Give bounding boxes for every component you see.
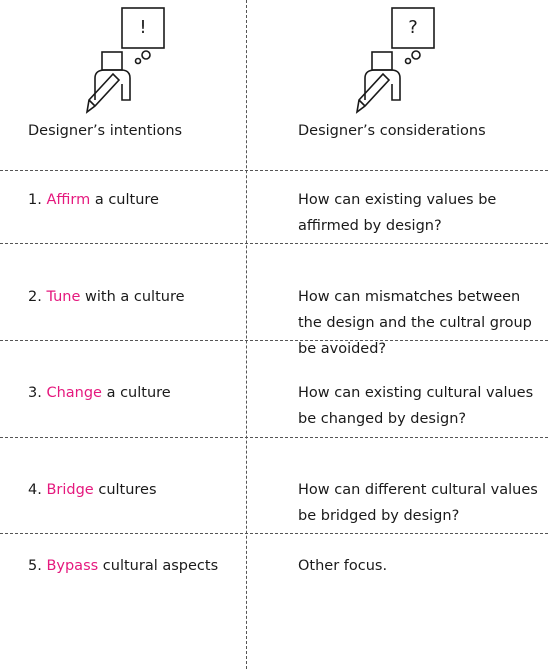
row-divider bbox=[0, 340, 548, 341]
row-divider bbox=[0, 243, 548, 244]
intention: 4. Bridge cultures bbox=[28, 477, 243, 503]
rest: with a culture bbox=[85, 289, 185, 305]
bubble-text: ? bbox=[408, 17, 418, 38]
column-divider bbox=[246, 0, 247, 669]
intention: 5. Bypass cultural aspects bbox=[28, 553, 243, 579]
number: 2. bbox=[28, 289, 42, 305]
consideration: Other focus. bbox=[298, 558, 388, 574]
row-divider bbox=[0, 170, 548, 171]
row-divider bbox=[0, 437, 548, 438]
number: 4. bbox=[28, 482, 42, 498]
keyword: Affirm bbox=[46, 192, 91, 208]
rest: cultures bbox=[98, 482, 157, 498]
consideration: How can different cultural values be bri… bbox=[298, 482, 538, 524]
designer-icon: ! bbox=[85, 7, 165, 114]
header-label: Designer’s intentions bbox=[28, 123, 183, 139]
number: 1. bbox=[28, 192, 42, 208]
rest: cultural aspects bbox=[102, 558, 219, 574]
intention: 3. Change a culture bbox=[28, 380, 243, 406]
keyword: Bypass bbox=[46, 558, 99, 574]
number: 5. bbox=[28, 558, 42, 574]
designer-icon: ? bbox=[355, 7, 435, 114]
row-divider bbox=[0, 533, 548, 534]
number: 3. bbox=[28, 385, 42, 401]
rest: a culture bbox=[94, 192, 159, 208]
keyword: Change bbox=[46, 385, 102, 401]
consideration: How can existing cultural values be chan… bbox=[298, 385, 534, 427]
intention: 1. Affirm a culture bbox=[28, 187, 243, 213]
header-label: Designer’s considerations bbox=[298, 123, 486, 139]
intention: 2. Tune with a culture bbox=[28, 284, 243, 310]
rest: a culture bbox=[106, 385, 171, 401]
consideration: How can existing values be affirmed by d… bbox=[298, 192, 497, 234]
consideration: How can mismatches between the design an… bbox=[298, 289, 532, 357]
keyword: Tune bbox=[46, 289, 81, 305]
keyword: Bridge bbox=[46, 482, 94, 498]
bubble-text: ! bbox=[139, 17, 146, 38]
